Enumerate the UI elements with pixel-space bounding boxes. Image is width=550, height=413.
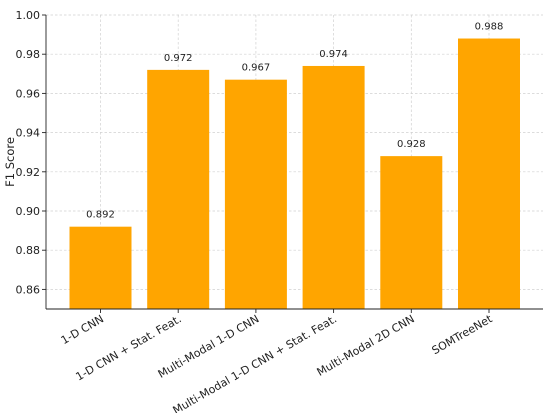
data-label: 0.988 <box>475 22 504 33</box>
y-tick-label: 0.96 <box>16 87 41 100</box>
bar <box>224 79 287 310</box>
bar <box>69 226 132 309</box>
bar <box>380 156 443 309</box>
data-label: 0.967 <box>242 63 271 74</box>
data-label: 0.974 <box>319 49 348 60</box>
y-tick-label: 0.86 <box>16 283 41 296</box>
y-tick-label: 0.92 <box>16 166 41 179</box>
x-tick-label: Multi-Modal 1-D CNN + Stat. Feat. <box>171 312 339 413</box>
x-tick-label: 1-D CNN <box>59 312 106 347</box>
bar <box>302 65 365 310</box>
data-label: 0.892 <box>86 210 115 221</box>
bar-layer: 0.892 0.972 0.967 0.974 0.928 0.988 <box>69 22 520 310</box>
bar <box>458 38 520 310</box>
bar <box>147 69 210 309</box>
x-tick-label: SOMTreeNet <box>430 312 495 357</box>
data-label: 0.972 <box>164 53 193 64</box>
y-axis-label: F1 Score <box>3 137 17 187</box>
data-label: 0.928 <box>397 139 426 150</box>
y-tick-label: 0.88 <box>16 244 41 257</box>
y-tick-label: 0.94 <box>16 127 41 140</box>
y-tick-label: 0.98 <box>16 48 41 61</box>
y-tick-label: 1.00 <box>16 9 41 22</box>
y-tick-label: 0.90 <box>16 205 41 218</box>
